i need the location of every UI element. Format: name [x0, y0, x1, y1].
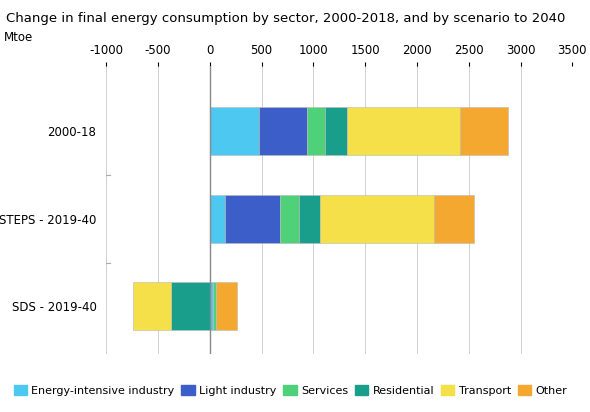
Bar: [299, 195, 320, 243]
Bar: [280, 195, 299, 243]
Bar: [434, 195, 474, 243]
Bar: [324, 108, 346, 155]
Bar: [216, 282, 237, 330]
Bar: [346, 108, 460, 155]
Bar: [307, 108, 324, 155]
Text: Mtoe: Mtoe: [4, 31, 33, 44]
Bar: [460, 108, 508, 155]
Bar: [213, 282, 216, 330]
Legend: Energy-intensive industry, Light industry, Services, Residential, Transport, Oth: Energy-intensive industry, Light industr…: [9, 381, 572, 401]
Bar: [210, 195, 225, 243]
Bar: [172, 282, 210, 330]
Bar: [320, 195, 434, 243]
Bar: [260, 108, 307, 155]
Text: Change in final energy consumption by sector, 2000-2018, and by scenario to 2040: Change in final energy consumption by se…: [6, 12, 565, 26]
Bar: [225, 195, 280, 243]
Bar: [210, 282, 213, 330]
Bar: [210, 108, 260, 155]
Bar: [133, 282, 172, 330]
